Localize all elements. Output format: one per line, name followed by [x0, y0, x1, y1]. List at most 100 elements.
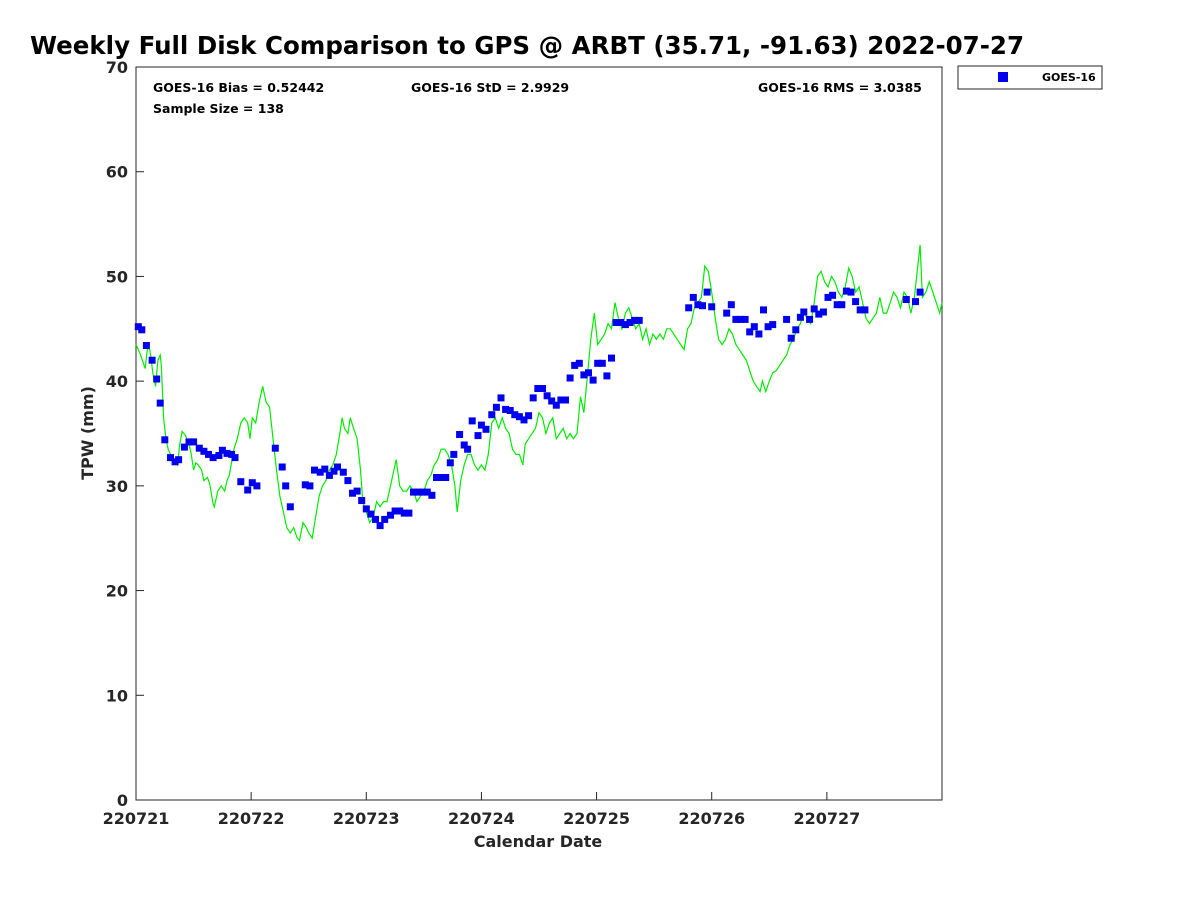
- chart-title: Weekly Full Disk Comparison to GPS @ ARB…: [30, 31, 1024, 60]
- goes16-point: [689, 293, 697, 301]
- goes16-point: [539, 385, 546, 392]
- y-tick-label: 10: [106, 686, 128, 705]
- goes16-point: [367, 510, 375, 518]
- goes16-point: [488, 411, 496, 419]
- legend-box: [957, 65, 1103, 90]
- goes16-point: [852, 298, 860, 306]
- goes16-point: [806, 315, 814, 323]
- goes16-point: [727, 301, 735, 309]
- goes16-point: [410, 488, 417, 496]
- goes16-point: [617, 319, 625, 326]
- goes16-point: [534, 385, 542, 392]
- x-tick-label: 220724: [448, 809, 515, 828]
- goes16-point: [769, 321, 777, 329]
- goes16-point: [381, 515, 389, 523]
- goes16-point: [502, 405, 510, 413]
- goes16-point: [916, 288, 924, 296]
- goes16-point: [580, 371, 588, 379]
- x-axis-ticks: 220721 220722 220723 220724 220725 220726 2207…: [103, 792, 860, 828]
- goes16-point: [271, 444, 279, 452]
- goes16-point: [456, 431, 464, 438]
- goes16-point: [699, 302, 706, 310]
- goes16-point: [446, 459, 454, 467]
- goes16-point: [442, 474, 450, 481]
- goes16-point: [685, 304, 693, 312]
- goes16-point: [334, 463, 341, 471]
- goes16-point: [603, 372, 611, 380]
- y-axis-ticks: 0 10 20 30 40 50 60 70: [106, 58, 144, 810]
- goes16-point: [912, 298, 919, 306]
- goes16-point: [723, 309, 731, 317]
- goes16-point: [396, 507, 404, 515]
- goes16-point: [571, 361, 579, 369]
- y-tick-label: 70: [106, 58, 128, 77]
- plot-area: 0 10 20 30 40 50 60 70 220721 220722 220723 220724…: [103, 58, 943, 828]
- goes16-point: [372, 515, 379, 523]
- goes16-point: [237, 478, 245, 486]
- goes16-point: [433, 474, 440, 481]
- goes16-point: [301, 481, 309, 489]
- goes16-point: [621, 321, 629, 329]
- goes16-point: [819, 308, 827, 316]
- goes16-point: [215, 452, 223, 459]
- goes16-point: [543, 392, 551, 400]
- goes16-point: [316, 468, 324, 476]
- goes16-point: [153, 375, 161, 383]
- goes16-point: [325, 471, 333, 479]
- x-tick-label: 220726: [678, 809, 745, 828]
- goes16-point: [339, 468, 347, 476]
- goes16-point: [552, 401, 560, 409]
- goes16-point: [815, 310, 823, 318]
- goes16-point: [321, 465, 329, 473]
- goes16-point: [792, 326, 800, 334]
- legend: GOES-16: [957, 65, 1103, 90]
- goes16-point: [387, 511, 394, 519]
- goes16-point: [344, 477, 352, 485]
- goes16-point: [148, 356, 156, 364]
- goes16-point: [180, 443, 188, 451]
- goes16-point: [477, 421, 485, 429]
- x-axis-label: Calendar Date: [474, 832, 603, 851]
- goes16-point: [437, 474, 445, 481]
- goes16-point: [142, 342, 150, 349]
- goes16-point: [829, 291, 837, 299]
- goes16-point: [847, 288, 855, 296]
- goes16-point: [223, 449, 231, 457]
- goes16-point: [492, 403, 500, 411]
- goes16-point: [450, 450, 458, 458]
- goes16-point: [156, 399, 164, 407]
- goes16-point: [529, 394, 537, 402]
- goes16-point: [428, 491, 436, 499]
- goes16-point: [833, 301, 841, 309]
- goes16-point: [195, 444, 203, 452]
- goes16-point: [557, 396, 565, 404]
- goes16-point: [253, 482, 261, 490]
- goes16-point: [760, 306, 767, 314]
- goes16-point: [358, 497, 366, 504]
- goes16-point: [796, 313, 804, 321]
- goes16-point: [810, 305, 818, 313]
- goes16-point: [585, 369, 592, 377]
- y-tick-label: 50: [106, 267, 128, 286]
- goes16-point: [856, 306, 864, 314]
- y-tick-label: 40: [106, 372, 128, 391]
- plot-frame: [135, 66, 943, 801]
- goes16-point: [400, 509, 408, 517]
- x-tick-label: 220725: [563, 809, 630, 828]
- goes16-point: [598, 359, 606, 367]
- goes16-point: [746, 328, 754, 336]
- goes16-point: [190, 438, 198, 446]
- x-tick-label: 220727: [793, 809, 860, 828]
- goes16-point: [824, 293, 832, 301]
- goes16-point: [750, 323, 758, 331]
- y-tick-label: 0: [117, 791, 128, 810]
- goes16-point: [608, 354, 615, 362]
- x-tick-label: 220722: [218, 809, 285, 828]
- goes16-point: [306, 482, 314, 490]
- goes16-point: [515, 413, 523, 421]
- goes16-point: [787, 334, 795, 342]
- goes16-point: [282, 482, 290, 490]
- goes16-point: [175, 456, 183, 464]
- goes16-point: [353, 487, 361, 495]
- goes16-point: [708, 303, 716, 311]
